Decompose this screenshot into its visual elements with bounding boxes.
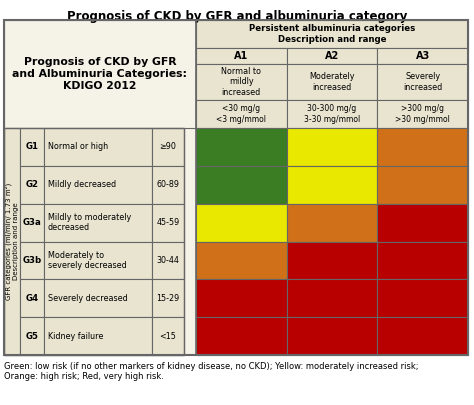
Text: Persistent albuminuria categories
Description and range: Persistent albuminuria categories Descri… (249, 24, 415, 44)
Text: 30-300 mg/g
3-30 mg/mmol: 30-300 mg/g 3-30 mg/mmol (304, 104, 360, 124)
Bar (287, 128, 377, 166)
Text: G3a: G3a (23, 218, 41, 227)
Bar (20, 128, 44, 166)
Text: Kidney failure: Kidney failure (48, 332, 103, 341)
Bar (377, 48, 468, 64)
Text: G3b: G3b (22, 256, 42, 265)
Text: Prognosis of CKD by GFR
and Albuminuria Categories:
KDIGO 2012: Prognosis of CKD by GFR and Albuminuria … (12, 58, 188, 91)
Bar (152, 166, 184, 204)
Text: 45-59: 45-59 (156, 218, 180, 227)
Text: Green: low risk (if no other markers of kidney disease, no CKD); Yellow: moderat: Green: low risk (if no other markers of … (4, 362, 419, 371)
Bar (287, 166, 377, 204)
Bar (196, 100, 287, 128)
Text: <15: <15 (160, 332, 176, 341)
Bar (196, 317, 287, 355)
Text: A3: A3 (416, 51, 430, 61)
Bar (152, 204, 184, 241)
Bar (377, 166, 468, 204)
Text: ≥90: ≥90 (160, 143, 176, 151)
Bar (20, 279, 44, 317)
Bar (377, 241, 468, 279)
Text: G1: G1 (26, 143, 38, 151)
Text: Prognosis of CKD by GFR and albuminuria category: Prognosis of CKD by GFR and albuminuria … (67, 10, 407, 23)
Text: Severely
increased: Severely increased (403, 72, 442, 92)
Bar (196, 279, 287, 317)
Text: G5: G5 (26, 332, 38, 341)
Bar (4, 128, 20, 355)
Bar (44, 279, 152, 317)
Bar (196, 48, 287, 64)
Bar (20, 166, 44, 204)
Text: <30 mg/g
<3 mg/mmol: <30 mg/g <3 mg/mmol (216, 104, 266, 124)
Bar (287, 279, 377, 317)
Text: A1: A1 (234, 51, 248, 61)
Bar (4, 20, 196, 128)
Bar (196, 241, 287, 279)
Text: G4: G4 (26, 294, 38, 303)
Bar (20, 204, 44, 241)
Bar (377, 317, 468, 355)
Text: 60-89: 60-89 (156, 180, 180, 189)
Bar (20, 317, 44, 355)
Bar (377, 100, 468, 128)
Bar (287, 48, 377, 64)
Bar (4, 128, 184, 355)
Text: 15-29: 15-29 (156, 294, 180, 303)
Bar (377, 128, 468, 166)
Bar (152, 241, 184, 279)
Text: Orange: high risk; Red, very high risk.: Orange: high risk; Red, very high risk. (4, 372, 164, 381)
Text: G2: G2 (26, 180, 38, 189)
Text: A2: A2 (325, 51, 339, 61)
Bar (377, 64, 468, 100)
Bar (44, 241, 152, 279)
Bar (20, 241, 44, 279)
Text: Moderately to
severely decreased: Moderately to severely decreased (48, 251, 127, 270)
Text: >300 mg/g
>30 mg/mmol: >300 mg/g >30 mg/mmol (395, 104, 450, 124)
Bar (44, 317, 152, 355)
Bar (44, 128, 152, 166)
Text: GFR categories (ml/min/ 1.73 m²)
Description and range: GFR categories (ml/min/ 1.73 m²) Descrip… (5, 183, 19, 300)
Bar (4, 20, 468, 355)
Bar (152, 128, 184, 166)
Bar (377, 279, 468, 317)
Text: Mildly decreased: Mildly decreased (48, 180, 116, 189)
Bar (196, 166, 287, 204)
Bar (377, 204, 468, 241)
Bar (287, 204, 377, 241)
Bar (196, 20, 468, 48)
Bar (196, 204, 287, 241)
Text: Normal to
mildly
increased: Normal to mildly increased (221, 67, 261, 97)
Bar (287, 100, 377, 128)
Text: Normal or high: Normal or high (48, 143, 108, 151)
Bar (196, 20, 468, 355)
Bar (287, 317, 377, 355)
Bar (287, 64, 377, 100)
Text: 30-44: 30-44 (156, 256, 180, 265)
Bar (196, 64, 287, 100)
Bar (196, 128, 287, 166)
Bar (287, 241, 377, 279)
Bar (152, 279, 184, 317)
Text: Severely decreased: Severely decreased (48, 294, 128, 303)
Bar (44, 204, 152, 241)
Bar (44, 166, 152, 204)
Text: Mildly to moderately
decreased: Mildly to moderately decreased (48, 213, 131, 232)
Bar (152, 317, 184, 355)
Text: Moderately
increased: Moderately increased (309, 72, 355, 92)
Bar (4, 20, 468, 355)
